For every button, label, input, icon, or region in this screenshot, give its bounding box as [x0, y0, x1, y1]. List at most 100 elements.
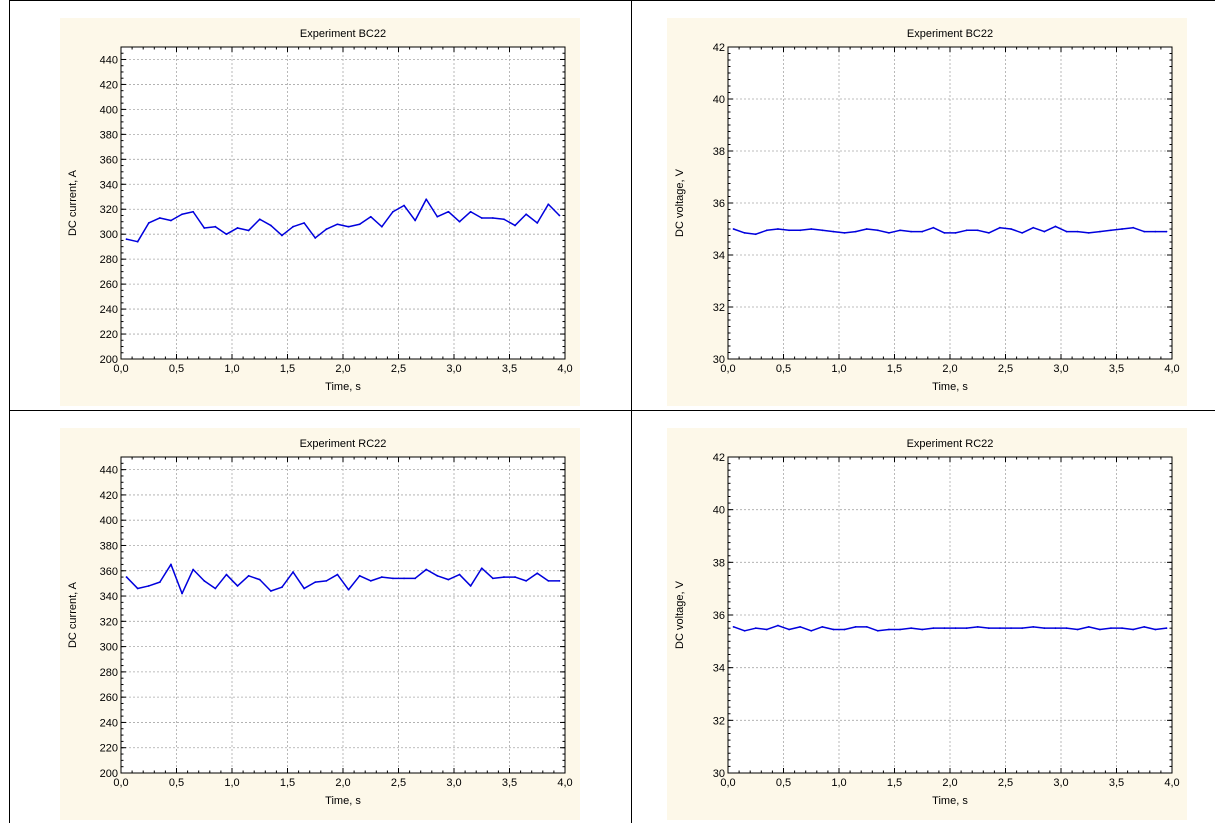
- data-point: [754, 627, 757, 630]
- data-point: [999, 226, 1001, 229]
- data-point: [514, 576, 516, 578]
- data-point: [380, 225, 383, 228]
- data-point: [1132, 226, 1135, 229]
- y-tick-label: 200: [100, 768, 118, 780]
- data-point: [247, 574, 250, 577]
- chart-title: Experiment RC22: [907, 438, 994, 450]
- data-point: [1032, 625, 1035, 628]
- x-tick-label: 4,0: [557, 363, 572, 375]
- x-tick-label: 3,5: [1109, 777, 1124, 789]
- data-point: [192, 568, 195, 571]
- x-tick-label: 0,5: [169, 777, 184, 789]
- chart-panel-bottom-left: 0,0 0,5 1,0 1,5 2,0 2,5 3,0 3,5 4,0 200 220 240 260 2…: [60, 428, 580, 820]
- data-point: [1032, 226, 1035, 229]
- y-tick-label: 440: [100, 54, 118, 66]
- grid-border-left: [9, 0, 10, 823]
- y-tick-label: 38: [713, 146, 725, 158]
- data-point: [514, 224, 516, 227]
- data-point: [777, 228, 779, 230]
- y-tick-label: 380: [100, 540, 118, 552]
- x-tick-label: 2,0: [942, 363, 957, 375]
- y-tick-label: 32: [713, 715, 725, 727]
- data-point: [558, 214, 561, 217]
- data-point: [1165, 627, 1168, 630]
- data-point: [269, 590, 272, 592]
- y-axis-label: DC voltage, V: [674, 580, 686, 649]
- data-point: [1098, 628, 1101, 631]
- data-point: [480, 217, 483, 219]
- y-tick-label: 240: [100, 717, 118, 729]
- data-point: [932, 627, 935, 630]
- line-chart: 0,0 0,5 1,0 1,5 2,0 2,5 3,0 3,5 4,0 200 220 240 260 2…: [60, 18, 580, 406]
- data-point: [754, 233, 757, 236]
- data-point: [292, 571, 294, 573]
- data-point: [214, 225, 217, 228]
- x-tick-label: 0,0: [720, 777, 735, 789]
- data-point: [503, 576, 505, 578]
- data-point: [954, 232, 957, 234]
- x-tick-label: 2,0: [942, 777, 957, 789]
- data-point: [425, 568, 428, 571]
- x-axis-label: Time, s: [325, 381, 361, 393]
- data-point: [347, 225, 350, 228]
- data-point: [525, 579, 528, 582]
- data-point: [1143, 625, 1146, 628]
- y-tick-label: 30: [713, 354, 725, 366]
- data-point: [888, 232, 890, 234]
- data-point: [843, 232, 846, 234]
- y-tick-label: 400: [100, 104, 118, 116]
- data-point: [214, 587, 217, 590]
- data-point: [303, 587, 306, 590]
- y-tick-label: 220: [100, 329, 118, 341]
- data-point: [380, 576, 383, 578]
- y-tick-label: 36: [713, 610, 725, 622]
- data-point: [876, 229, 879, 232]
- grid-divider-vertical: [631, 0, 632, 823]
- data-point: [458, 220, 461, 223]
- grid-divider-horizontal: [9, 410, 1215, 411]
- data-point: [136, 587, 139, 590]
- y-tick-label: 380: [100, 129, 118, 141]
- series-line: [126, 563, 560, 595]
- data-point: [810, 228, 813, 230]
- data-point: [976, 229, 979, 232]
- data-point: [954, 627, 957, 630]
- x-tick-label: 3,5: [502, 777, 517, 789]
- data-point: [136, 240, 139, 243]
- series-line: [733, 624, 1167, 632]
- data-point: [921, 230, 924, 233]
- data-point: [458, 573, 461, 576]
- data-point: [547, 203, 550, 206]
- data-point: [865, 625, 868, 628]
- x-tick-label: 2,5: [391, 363, 406, 375]
- data-point: [358, 574, 361, 577]
- data-point: [732, 625, 735, 628]
- x-tick-label: 3,0: [1053, 363, 1068, 375]
- data-point: [369, 215, 372, 218]
- x-axis-label: Time, s: [325, 795, 361, 807]
- data-point: [1154, 230, 1157, 233]
- data-point: [536, 572, 539, 575]
- y-tick-label: 300: [100, 642, 118, 654]
- y-tick-label: 38: [713, 557, 725, 569]
- x-tick-label: 1,5: [280, 777, 295, 789]
- data-point: [854, 625, 857, 628]
- data-point: [247, 229, 250, 232]
- data-point: [899, 628, 901, 631]
- data-point: [325, 228, 328, 231]
- data-point: [147, 222, 150, 224]
- data-point: [799, 229, 802, 232]
- y-tick-label: 360: [100, 154, 118, 166]
- data-point: [1143, 230, 1146, 233]
- data-point: [1010, 228, 1012, 230]
- data-point: [436, 215, 439, 218]
- data-point: [181, 592, 183, 595]
- data-point: [281, 586, 283, 589]
- y-tick-label: 420: [100, 490, 118, 502]
- data-point: [1043, 230, 1046, 233]
- data-point: [192, 210, 195, 213]
- data-point: [170, 563, 172, 566]
- data-point: [403, 204, 405, 207]
- data-point: [743, 629, 746, 632]
